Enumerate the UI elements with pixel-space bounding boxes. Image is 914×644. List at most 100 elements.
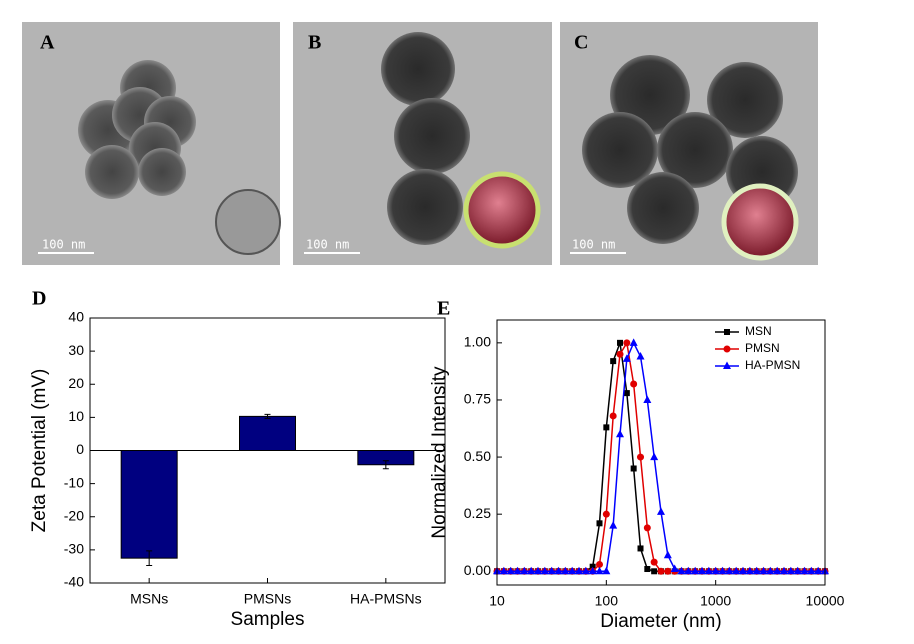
marker	[663, 550, 672, 559]
bar	[120, 450, 178, 559]
inset-sphere	[721, 183, 799, 261]
particle	[85, 145, 139, 199]
marker	[807, 566, 816, 575]
marker	[520, 566, 529, 575]
series-line	[497, 341, 825, 573]
marker	[670, 564, 679, 573]
marker	[616, 429, 625, 438]
inset-sphere	[463, 171, 541, 249]
y-tick-label: -40	[64, 574, 84, 590]
particle	[394, 98, 470, 174]
marker	[622, 354, 631, 362]
particle	[627, 172, 699, 244]
marker	[513, 566, 522, 575]
series-line	[497, 342, 825, 573]
panel-label: B	[308, 32, 321, 54]
marker	[723, 345, 731, 353]
marker	[574, 566, 583, 575]
marker	[602, 566, 611, 575]
y-tick-label: 20	[68, 375, 84, 391]
y-tick-label: 0.25	[464, 505, 491, 521]
y-tick-label: 40	[68, 309, 84, 325]
marker	[596, 520, 603, 527]
y-tick-label: 0.50	[464, 448, 491, 464]
y-tick-label: -20	[64, 507, 84, 523]
plot-frame	[89, 317, 446, 584]
tem-image-a: 100 nm A	[22, 22, 281, 265]
particle	[657, 112, 733, 188]
marker	[629, 338, 638, 346]
marker	[595, 566, 604, 575]
panel-label: E	[437, 298, 450, 320]
marker	[596, 560, 604, 568]
marker	[561, 566, 570, 575]
marker	[581, 566, 590, 575]
marker	[630, 465, 637, 472]
bar	[239, 415, 296, 452]
tem-image-c: 100 nm C	[560, 22, 818, 265]
marker	[725, 566, 734, 575]
marker	[609, 521, 618, 529]
marker	[602, 510, 610, 518]
particle	[381, 32, 455, 106]
marker	[540, 566, 549, 575]
series-line	[497, 340, 825, 573]
marker	[780, 566, 789, 575]
marker	[588, 566, 597, 575]
scale-label: 100 nm	[42, 238, 85, 252]
marker	[623, 390, 630, 397]
marker	[800, 566, 809, 575]
marker	[527, 566, 536, 575]
y-tick-label: 0.00	[464, 562, 491, 578]
marker	[617, 339, 624, 346]
panel-label: D	[32, 288, 46, 310]
error-bar	[264, 413, 271, 419]
marker	[704, 566, 713, 575]
panel-label: C	[574, 32, 588, 54]
marker	[724, 329, 730, 335]
marker	[766, 566, 775, 575]
marker	[651, 568, 658, 575]
marker	[637, 453, 645, 461]
error-bar	[382, 460, 389, 470]
marker	[684, 566, 693, 575]
marker	[630, 380, 638, 388]
marker	[533, 566, 542, 575]
marker	[732, 566, 741, 575]
marker	[745, 566, 754, 575]
marker	[610, 358, 617, 365]
marker	[752, 566, 761, 575]
marker	[637, 545, 644, 552]
marker	[786, 566, 795, 575]
plot-frame	[496, 319, 826, 586]
marker	[814, 566, 823, 575]
legend-label: PMSN	[745, 341, 780, 355]
marker	[643, 524, 651, 532]
y-tick-label: 10	[68, 408, 84, 424]
scale-label: 100 nm	[306, 238, 349, 252]
marker	[759, 566, 768, 575]
error-bar	[146, 550, 153, 566]
marker	[554, 566, 563, 575]
panel-label: A	[40, 32, 55, 54]
marker	[656, 507, 665, 515]
marker	[616, 350, 624, 358]
x-axis-label: Diameter (nm)	[600, 611, 721, 632]
x-tick-label: HA-PMSNs	[350, 591, 422, 607]
x-tick-label: 1000	[700, 593, 731, 609]
marker	[657, 567, 665, 575]
x-tick-label: 10000	[806, 593, 845, 609]
particle	[582, 112, 658, 188]
marker	[506, 566, 515, 575]
y-tick-label: -30	[64, 541, 84, 557]
marker	[793, 566, 802, 575]
marker	[718, 566, 727, 575]
marker	[691, 566, 700, 575]
y-axis-label: Normalized Intensity	[429, 366, 450, 539]
marker	[698, 566, 707, 575]
y-tick-label: 0	[76, 441, 84, 457]
marker	[603, 424, 610, 431]
marker	[636, 352, 645, 360]
marker	[677, 566, 686, 575]
